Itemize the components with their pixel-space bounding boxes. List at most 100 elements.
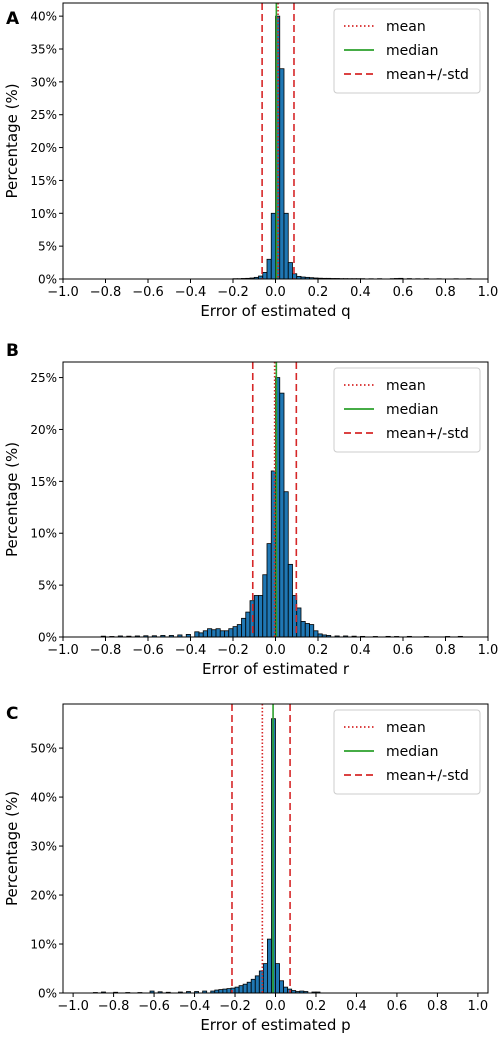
y-axis-label: Percentage (%) bbox=[3, 83, 21, 198]
legend-mean-label: mean bbox=[386, 19, 426, 35]
histogram-bar bbox=[222, 988, 228, 994]
x-tick-label: −0.2 bbox=[219, 999, 251, 1014]
histogram-bar bbox=[309, 624, 315, 638]
y-tick-label: 20% bbox=[30, 141, 57, 155]
histogram-bar bbox=[296, 607, 302, 638]
y-tick-label: 25% bbox=[30, 371, 57, 385]
histogram-bar bbox=[275, 963, 280, 994]
histogram-bar bbox=[287, 563, 293, 638]
legend: mean median mean+/-std bbox=[333, 8, 481, 94]
y-tick-label: 15% bbox=[30, 475, 57, 489]
histogram-bar bbox=[283, 986, 289, 994]
legend-median-label: median bbox=[386, 43, 438, 59]
panel-label: C bbox=[6, 704, 18, 724]
histogram-bar bbox=[218, 989, 224, 994]
y-tick-label: 40% bbox=[30, 791, 57, 805]
histogram-bar bbox=[236, 624, 242, 638]
y-tick-label: 25% bbox=[30, 108, 57, 122]
legend-median-label: median bbox=[386, 402, 438, 418]
histogram-bar bbox=[266, 258, 272, 280]
x-axis-label: Error of estimated q bbox=[200, 302, 350, 320]
legend-std-label: mean+/-std bbox=[386, 67, 469, 83]
histogram-bar bbox=[300, 621, 306, 638]
x-tick-label: 0.4 bbox=[350, 285, 371, 300]
histogram-bar bbox=[250, 978, 256, 994]
x-tick-label: −0.4 bbox=[175, 643, 207, 658]
histogram-bar bbox=[253, 595, 259, 638]
x-tick-label: −0.8 bbox=[98, 999, 130, 1014]
histogram-bar bbox=[287, 262, 293, 280]
x-tick-label: 0.6 bbox=[393, 643, 414, 658]
x-tick-label: −1.0 bbox=[47, 643, 79, 658]
x-axis-label: Error of estimated p bbox=[200, 1016, 350, 1034]
x-tick-label: 0.0 bbox=[265, 285, 286, 300]
histogram-bar bbox=[262, 574, 268, 638]
histogram-bar bbox=[313, 630, 319, 638]
histogram-bar bbox=[219, 630, 225, 638]
y-tick-label: 30% bbox=[30, 840, 57, 854]
histogram-bar bbox=[246, 981, 252, 994]
histogram-bar bbox=[215, 628, 221, 638]
histogram-bar bbox=[207, 628, 213, 638]
legend-box bbox=[333, 8, 481, 94]
x-tick-label: −0.2 bbox=[217, 643, 249, 658]
legend-median-label: median bbox=[386, 744, 438, 760]
y-axis-label: Percentage (%) bbox=[3, 442, 21, 557]
x-tick-label: 0.2 bbox=[308, 285, 329, 300]
panel-label: B bbox=[6, 341, 19, 361]
y-tick-label: 0% bbox=[38, 273, 57, 287]
chart-panel-b: B −1.0 −0.8 −0.6 −0.4 −0.2 0.0 0.2 0.4 0.6 0.8 1.0 0… bbox=[3, 341, 498, 678]
histogram-bar bbox=[226, 988, 232, 994]
x-tick-label: 1.0 bbox=[478, 285, 499, 300]
histogram-bar bbox=[279, 980, 284, 994]
x-tick-label: 0.4 bbox=[350, 643, 371, 658]
histogram-bar bbox=[228, 628, 234, 638]
x-tick-label: −0.6 bbox=[132, 285, 164, 300]
x-tick-label: 0.0 bbox=[265, 999, 286, 1014]
histogram-bar bbox=[283, 212, 289, 280]
chart-panel-c: C −1.0 −0.8 −0.6 −0.4 −0.2 0.0 0.2 0.4 0.6 0.8 1.0 0… bbox=[3, 703, 489, 1034]
legend-mean-label: mean bbox=[386, 720, 426, 736]
x-tick-label: 1.0 bbox=[478, 643, 499, 658]
histogram-bar bbox=[224, 630, 230, 638]
y-tick-label: 30% bbox=[30, 75, 57, 89]
x-tick-label: 0.2 bbox=[306, 999, 327, 1014]
histogram-bar bbox=[211, 629, 217, 638]
histogram-bar bbox=[266, 543, 272, 638]
legend: mean median mean+/-std bbox=[333, 367, 481, 453]
y-tick-label: 5% bbox=[38, 579, 57, 593]
histogram-bar bbox=[283, 491, 289, 638]
x-tick-label: −1.0 bbox=[57, 999, 89, 1014]
histogram-bar bbox=[232, 626, 238, 638]
histogram-bar bbox=[304, 623, 310, 638]
histogram-bar bbox=[279, 68, 285, 280]
x-tick-label: 0.6 bbox=[393, 285, 414, 300]
y-tick-label: 0% bbox=[38, 631, 57, 645]
y-tick-label: 35% bbox=[30, 43, 57, 57]
x-axis-label: Error of estimated r bbox=[202, 660, 350, 678]
y-tick-label: 10% bbox=[30, 207, 57, 221]
histogram-bar bbox=[242, 983, 248, 994]
legend-box bbox=[333, 709, 481, 795]
histogram-bar bbox=[198, 632, 204, 638]
legend-box bbox=[333, 367, 481, 453]
histogram-bar bbox=[258, 595, 264, 638]
x-tick-label: 0.8 bbox=[427, 999, 448, 1014]
y-tick-label: 0% bbox=[38, 987, 57, 1001]
x-tick-label: −0.4 bbox=[179, 999, 211, 1014]
histogram-bar bbox=[267, 938, 272, 994]
x-tick-label: 0.8 bbox=[435, 285, 456, 300]
x-tick-label: 0.8 bbox=[435, 643, 456, 658]
y-axis-label: Percentage (%) bbox=[3, 791, 21, 906]
x-tick-label: −1.0 bbox=[47, 285, 79, 300]
y-tick-label: 10% bbox=[30, 527, 57, 541]
chart-panel-a: A −1.0 −0.8 −0.6 −0.4 −0.2 0.0 0.2 0.4 0.6 0.8 1.0 0… bbox=[3, 2, 499, 320]
y-tick-label: 5% bbox=[38, 240, 57, 254]
legend: mean median mean+/-std bbox=[333, 709, 481, 795]
legend-std-label: mean+/-std bbox=[386, 768, 469, 784]
x-tick-label: 0.4 bbox=[346, 999, 367, 1014]
x-tick-label: 1.0 bbox=[468, 999, 489, 1014]
x-tick-label: −0.6 bbox=[138, 999, 170, 1014]
y-tick-label: 20% bbox=[30, 889, 57, 903]
histogram-bar bbox=[279, 392, 285, 638]
